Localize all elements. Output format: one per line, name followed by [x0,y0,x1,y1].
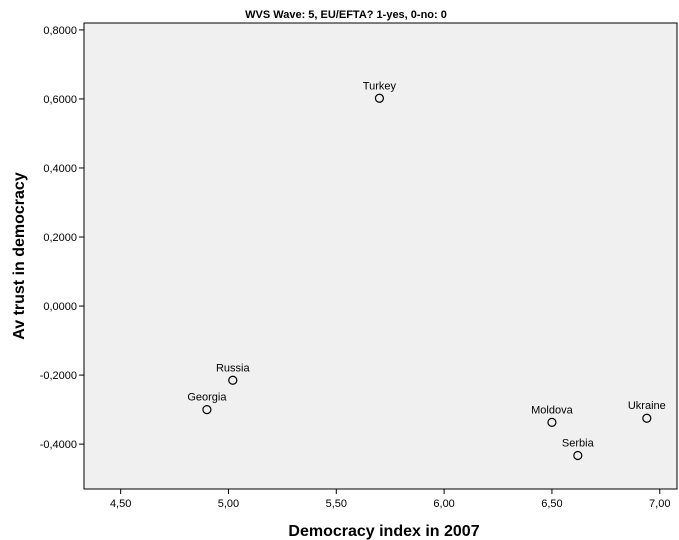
y-tick-label: 0,8000 [43,25,77,37]
y-tick-label: 0,0000 [43,301,77,313]
point-label: Turkey [363,80,397,92]
data-points: Turkey Russia Georgia Moldova Serbia Ukraine [187,80,666,461]
y-tick-label: 0,4000 [43,163,77,175]
y-tick-label: 0,6000 [43,94,77,106]
x-tick-label: 4,50 [110,498,131,510]
y-axis: 0,8000 0,6000 0,4000 0,2000 0,0000 -0,2000 -0,… [40,25,84,451]
y-tick-label: 0,2000 [43,232,77,244]
scatter-point [642,413,652,423]
point-label: Ukraine [628,400,666,412]
point-label: Moldova [531,404,573,416]
scatter-point [228,375,238,385]
y-tick-label: -0,2000 [40,370,77,382]
y-axis-title: Av trust in democracy [11,172,28,340]
x-axis-title: Democracy index in 2007 [288,523,479,540]
x-axis: 4,50 5,00 5,50 6,00 6,50 7,00 [110,489,670,510]
scatter-point [547,417,557,427]
y-tick-label: -0,4000 [40,439,77,451]
point-label: Georgia [187,392,227,404]
scatter-point [202,405,212,415]
scatter-point [374,93,385,103]
x-tick-label: 6,50 [541,498,562,510]
chart-title: WVS Wave: 5, EU/EFTA? 1-yes, 0-no: 0 [245,9,447,21]
plot-area [83,22,678,490]
x-tick-label: 6,00 [433,498,454,510]
point-label: Serbia [562,438,595,450]
x-tick-label: 5,50 [326,498,347,510]
scatter-point [573,450,583,461]
x-tick-label: 5,00 [218,498,239,510]
point-label: Russia [216,362,251,374]
x-tick-label: 7,00 [649,498,670,510]
